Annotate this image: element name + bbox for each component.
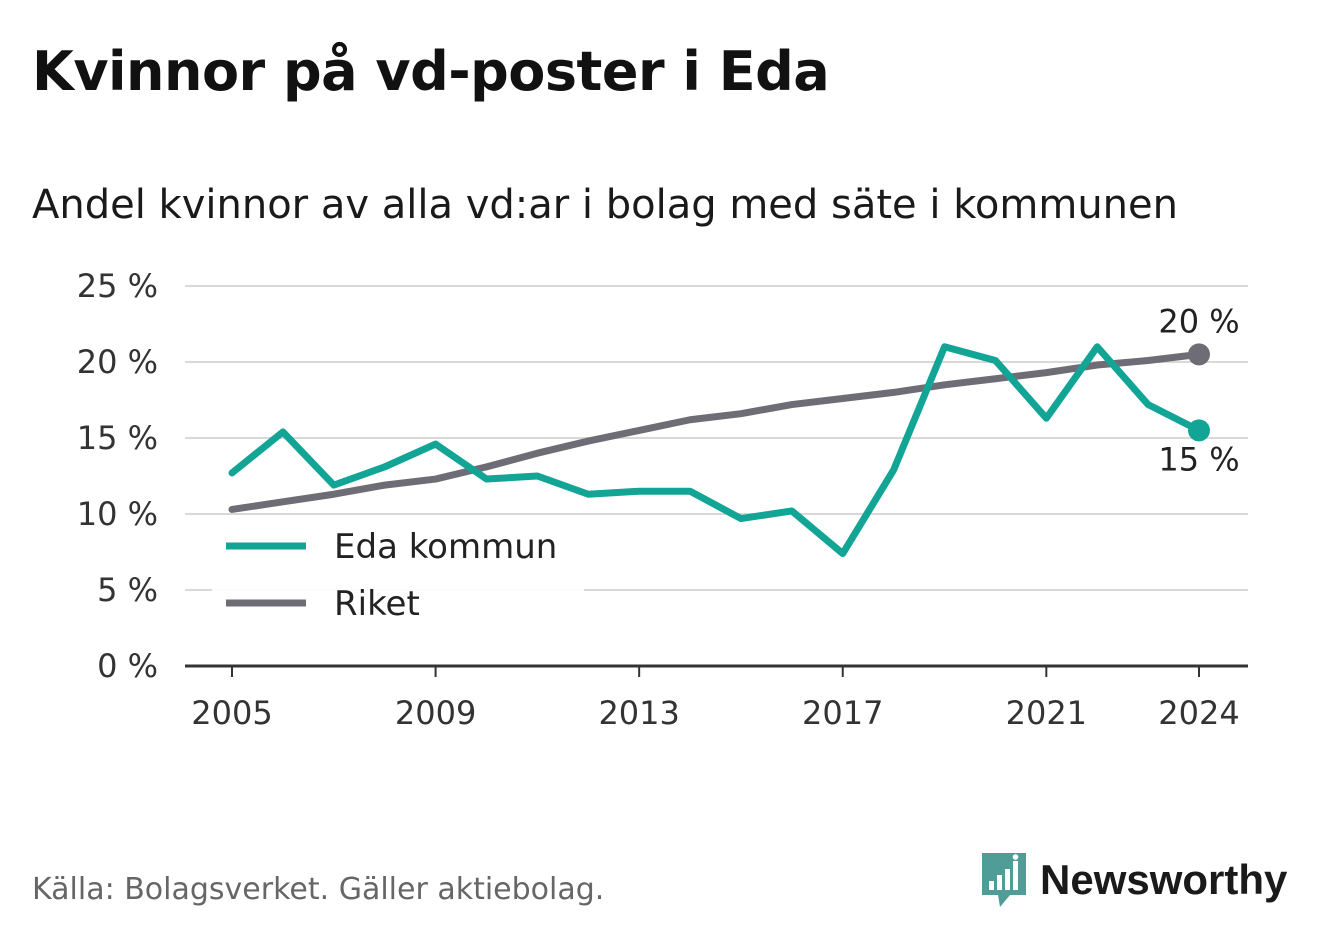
x-tick-label: 2013 (598, 694, 679, 732)
end-label-eda-kommun: 15 % (1158, 440, 1239, 478)
legend: Eda kommun Riket (212, 516, 584, 624)
y-tick-label: 5 % (97, 571, 158, 609)
end-point-riket (1188, 343, 1210, 366)
series-line-eda-kommun (228, 343, 1203, 558)
legend-label-riket: Riket (334, 584, 420, 624)
y-tick-label: 25 % (77, 267, 158, 305)
legend-label-eda-kommun: Eda kommun (334, 527, 557, 567)
end-point-eda-kommun (1188, 419, 1210, 442)
y-axis-tick-labels: 0 % 5 % 10 % 15 % 20 % 25 % (77, 267, 158, 685)
chart-title: Kvinnor på vd-poster i Eda (32, 40, 830, 103)
brand-name: Newsworthy (1040, 856, 1288, 903)
x-tick-label: 2005 (191, 694, 272, 732)
series-lines (228, 343, 1203, 558)
x-tick-label: 2009 (395, 694, 476, 732)
y-tick-label: 15 % (77, 419, 158, 457)
chart-subtitle: Andel kvinnor av alla vd:ar i bolag med … (32, 182, 1178, 228)
newsworthy-logo-icon (982, 853, 1026, 907)
x-tick-label: 2021 (1006, 694, 1087, 732)
x-tick-label: 2024 (1158, 694, 1239, 732)
x-axis: 2005 2009 2013 2017 2021 2024 (185, 664, 1248, 732)
y-tick-label: 20 % (77, 343, 158, 381)
end-labels: 20 % 15 % (1158, 302, 1239, 478)
brand-logo[interactable]: Newsworthy (980, 850, 1287, 910)
y-tick-label: 0 % (97, 647, 158, 685)
x-tick-label: 2017 (802, 694, 883, 732)
y-tick-label: 10 % (77, 495, 158, 533)
source-note: Källa: Bolagsverket. Gäller aktiebolag. (32, 872, 605, 907)
end-label-riket: 20 % (1158, 302, 1239, 340)
series-line-riket (228, 350, 1203, 513)
